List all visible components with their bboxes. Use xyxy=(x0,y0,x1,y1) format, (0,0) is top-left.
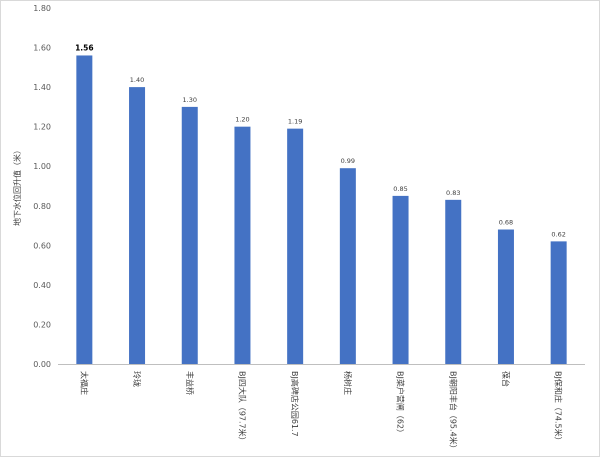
data-label: 1.19 xyxy=(288,118,302,126)
data-label: 0.99 xyxy=(341,157,355,165)
data-label: 0.83 xyxy=(446,189,460,197)
data-labels: 1.56 1.40 1.30 1.20 1.19 0.99 0.85 0.83 0.68 0.62 xyxy=(75,43,566,238)
category-label: 杨树庄 xyxy=(343,371,353,395)
bar xyxy=(550,241,567,364)
data-label: 0.62 xyxy=(551,230,565,238)
y-tick-label: 0.60 xyxy=(33,241,51,250)
y-axis-ticks: 0.00 0.20 0.40 0.60 0.80 1.00 1.20 1.40 1.60 1.80 xyxy=(33,4,51,369)
category-label: BJ朝阳丰台（95.4米） xyxy=(448,371,458,453)
y-tick-label: 1.00 xyxy=(33,162,51,171)
category-labels: 太福庄 玲珑 丰益桥 BJ四大队（97.7米） BJ高碑店公园61.7 杨树庄 BJ菜户营闸… xyxy=(79,371,563,453)
data-label: 1.40 xyxy=(130,76,144,84)
bar xyxy=(76,55,93,364)
bars xyxy=(76,55,567,365)
y-axis-label: 地下水位回升值（米） xyxy=(12,146,22,226)
data-label: 1.20 xyxy=(235,116,249,124)
y-tick-label: 0.00 xyxy=(33,360,51,369)
y-tick-label: 0.80 xyxy=(33,202,51,211)
category-label: BJ高碑店公园61.7 xyxy=(290,371,300,437)
y-tick-label: 0.40 xyxy=(33,281,51,290)
category-label: 葆台 xyxy=(501,371,511,387)
category-label: BJ菜户营闸（62） xyxy=(396,371,406,437)
y-tick-label: 1.20 xyxy=(33,123,51,132)
bar xyxy=(234,126,251,365)
bar xyxy=(392,195,409,364)
category-label: 太福庄 xyxy=(79,371,89,395)
data-label: 0.68 xyxy=(499,219,513,227)
category-label: BJ四大队（97.7米） xyxy=(237,371,247,445)
bar xyxy=(497,229,514,364)
data-label: 0.85 xyxy=(393,185,407,193)
data-label: 1.30 xyxy=(183,96,197,104)
bar xyxy=(181,106,198,364)
category-label: BJ保和庄（74.5米） xyxy=(554,371,564,445)
bar xyxy=(287,128,304,364)
bar xyxy=(339,168,356,364)
category-label: 玲珑 xyxy=(132,371,142,387)
y-tick-label: 1.40 xyxy=(33,83,51,92)
y-tick-label: 1.80 xyxy=(33,4,51,13)
category-label: 丰益桥 xyxy=(185,371,195,395)
bar xyxy=(445,199,462,364)
y-tick-label: 1.60 xyxy=(33,44,51,53)
data-label: 1.56 xyxy=(75,43,94,52)
y-tick-label: 0.20 xyxy=(33,320,51,329)
bar xyxy=(129,87,146,364)
